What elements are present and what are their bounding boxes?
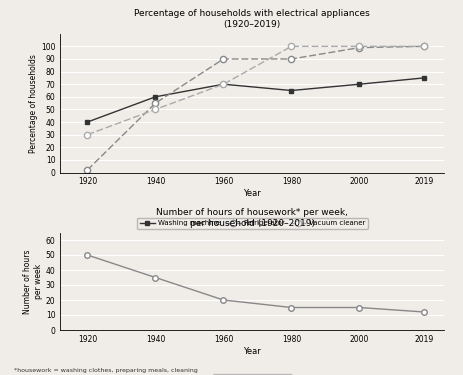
X-axis label: Year: Year (244, 346, 261, 355)
Y-axis label: Number of hours
per week: Number of hours per week (24, 249, 43, 314)
Legend: Hours per week: Hours per week (213, 374, 292, 375)
X-axis label: Year: Year (244, 189, 261, 198)
Title: Number of hours of housework* per week,
per household (1920–2019): Number of hours of housework* per week, … (156, 208, 348, 228)
Y-axis label: Percentage of households: Percentage of households (29, 54, 38, 153)
Text: *housework = washing clothes, preparing meals, cleaning: *housework = washing clothes, preparing … (14, 368, 198, 373)
Legend: Washing machine, Refrigerator, Vacuum cleaner: Washing machine, Refrigerator, Vacuum cl… (137, 217, 368, 229)
Title: Percentage of households with electrical appliances
(1920–2019): Percentage of households with electrical… (134, 9, 370, 29)
